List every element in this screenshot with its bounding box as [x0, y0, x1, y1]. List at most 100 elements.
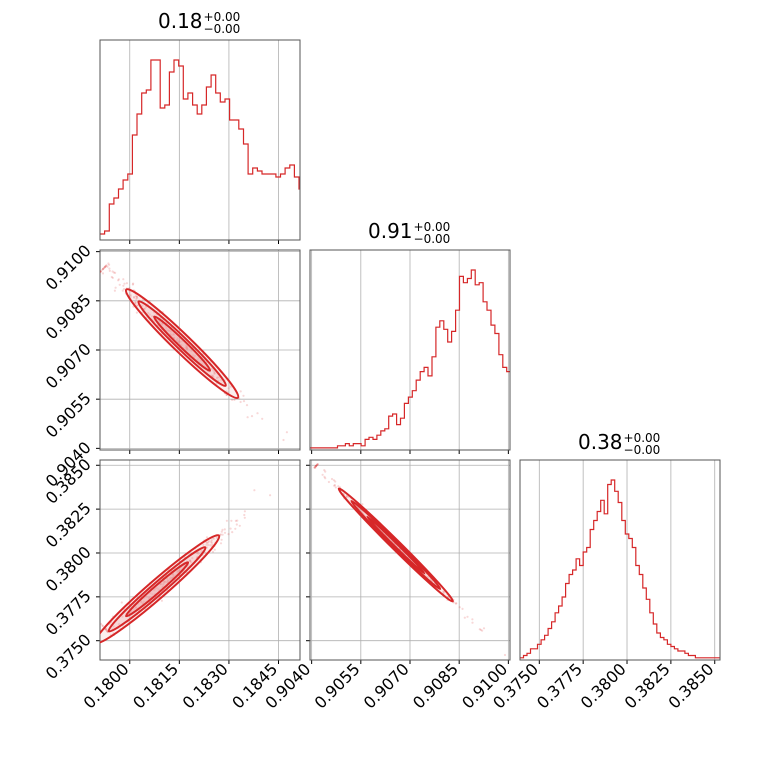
- tick-label-y: 0.3775: [42, 586, 95, 639]
- scatter-point: [189, 561, 192, 564]
- scatter-point: [161, 583, 164, 586]
- scatter-point: [179, 340, 182, 343]
- panel-frame: [99, 39, 301, 241]
- scatter-point: [110, 275, 113, 279]
- scatter-point: [169, 576, 172, 579]
- tick-label-x: 0.3825: [621, 659, 674, 712]
- title-param-0-minus: −0.00: [203, 21, 241, 36]
- scatter-point: [314, 465, 317, 468]
- title-param-2-value: 0.38: [578, 430, 623, 454]
- scatter-point: [168, 329, 171, 332]
- scatter-point: [210, 539, 213, 542]
- scatter-point: [103, 266, 106, 269]
- scatter-point: [333, 484, 336, 487]
- scatter-point: [250, 415, 254, 418]
- scatter-point: [112, 625, 115, 628]
- scatter-point: [104, 265, 107, 268]
- scatter-point: [162, 582, 166, 585]
- scatter-point: [313, 466, 316, 469]
- correlation-marks: [100, 262, 288, 442]
- scatter-point: [118, 283, 121, 286]
- contour-band-1: [138, 301, 226, 386]
- scatter-point: [153, 589, 156, 592]
- scatter-point: [166, 329, 169, 332]
- scatter-point: [188, 560, 191, 563]
- scatter-point: [113, 289, 116, 292]
- tick-label-x: 0.3775: [533, 659, 586, 712]
- contour-line-2: [366, 515, 426, 575]
- scatter-point: [234, 519, 237, 523]
- scatter-point: [466, 615, 469, 618]
- scatter-point: [108, 269, 111, 272]
- scatter-point: [157, 588, 160, 591]
- scatter-point: [186, 347, 189, 350]
- scatter-point: [101, 272, 105, 275]
- scatter-point: [223, 528, 226, 531]
- scatter-point: [145, 305, 148, 308]
- scatter-point: [135, 297, 138, 301]
- scatter-point: [313, 466, 316, 469]
- tick-label-y: 0.3750: [42, 630, 95, 683]
- scatter-point: [147, 596, 150, 599]
- scatter-point: [107, 262, 110, 265]
- scatter-point: [211, 550, 215, 553]
- scatter-point: [177, 339, 180, 342]
- scatter-point: [219, 533, 222, 536]
- scatter-point: [100, 622, 103, 625]
- scatter-point: [176, 570, 179, 573]
- tick-label-x: 0.9070: [360, 659, 413, 712]
- scatter-point: [216, 537, 219, 540]
- scatter-point: [163, 580, 166, 583]
- tick-label-x: 0.1830: [179, 659, 232, 712]
- scatter-point: [120, 601, 123, 604]
- scatter-point: [210, 541, 213, 544]
- title-param-0-plus: +0.00: [203, 9, 241, 24]
- scatter-point: [117, 623, 121, 626]
- scatter-point: [169, 333, 172, 336]
- scatter-point: [218, 376, 221, 379]
- scatter-point: [236, 519, 239, 522]
- scatter-point: [185, 345, 188, 349]
- scatter-point: [242, 394, 245, 397]
- scatter-point: [102, 267, 105, 270]
- scatter-point: [136, 304, 139, 307]
- scatter-point: [114, 271, 117, 274]
- scatter-point: [316, 463, 319, 466]
- scatter-point: [191, 354, 195, 357]
- scatter-point: [471, 621, 474, 624]
- contour-band-2: [154, 316, 211, 371]
- histogram-series-0: [100, 59, 300, 235]
- scatter-point: [151, 315, 154, 318]
- scatter-point: [101, 625, 104, 628]
- histogram-panel-0: [99, 39, 301, 244]
- correlation-marks: [100, 489, 272, 645]
- scatter-point: [227, 533, 230, 536]
- scatter-point: [213, 548, 216, 551]
- scatter-point: [189, 559, 192, 562]
- scatter-point: [135, 295, 138, 298]
- scatter-point: [185, 347, 189, 350]
- scatter-point: [186, 347, 189, 350]
- scatter-point: [316, 463, 319, 466]
- scatter-point: [147, 312, 150, 315]
- scatter-point: [141, 304, 144, 307]
- scatter-point: [167, 579, 170, 582]
- contour-line-1: [137, 300, 227, 387]
- scatter-point: [170, 334, 174, 337]
- scatter-point: [455, 602, 458, 605]
- contour-line-1: [350, 499, 442, 591]
- scatter-point: [143, 307, 146, 310]
- scatter-point: [211, 374, 214, 377]
- scatter-point: [210, 367, 213, 370]
- scatter-point: [161, 322, 164, 325]
- title-param-1-plus: +0.00: [413, 219, 451, 234]
- scatter-point: [178, 341, 181, 344]
- scatter-point: [176, 338, 179, 341]
- scatter-point: [168, 578, 171, 581]
- scatter-point: [323, 475, 326, 478]
- scatter-point: [361, 503, 364, 506]
- scatter-point: [210, 540, 213, 543]
- scatter-point: [234, 527, 237, 530]
- scatter-point: [463, 616, 466, 619]
- tick-label-y: 0.9085: [42, 290, 95, 343]
